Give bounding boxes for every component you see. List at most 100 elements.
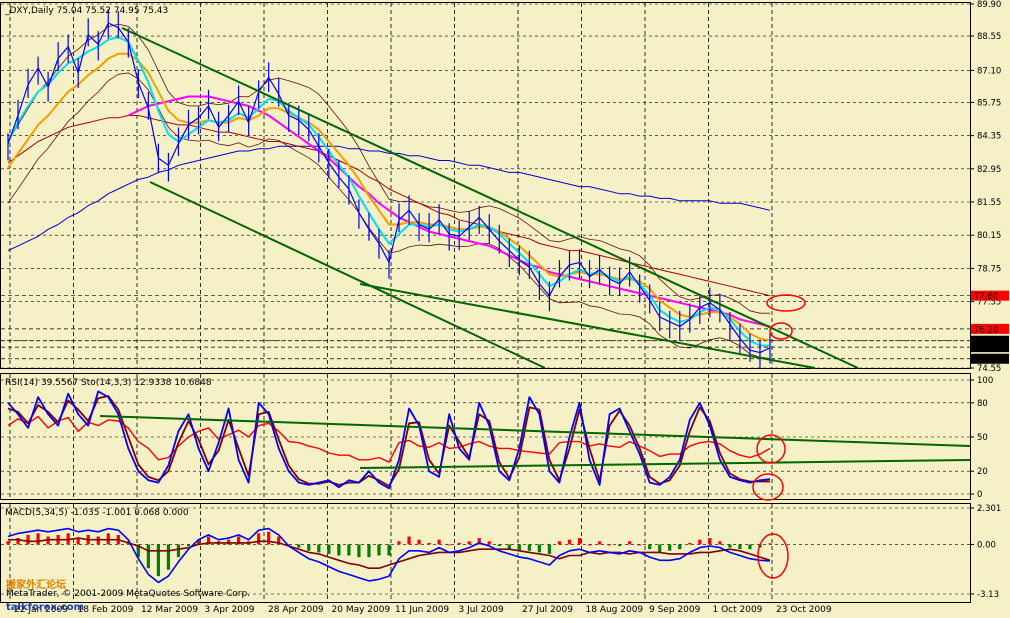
time-tick-label: 12 Mar 2009 [141, 605, 198, 615]
macd-bar [557, 541, 562, 545]
macd-bar [66, 533, 70, 545]
macd-bar [367, 544, 371, 558]
macd-bar [728, 544, 732, 548]
macd-bar [317, 544, 321, 553]
macd-bar [307, 544, 311, 551]
time-tick-label: 1 Oct 2009 [713, 605, 763, 615]
ema-fast-line [7, 36, 770, 347]
macd-bar [718, 541, 722, 545]
macd-bar [698, 539, 702, 545]
sma-200-line [7, 145, 771, 252]
macd-bar [587, 544, 592, 546]
price-axis[interactable]: 89.90 88.55 87.10 85.75 84.35 82.95 81.55 80.15… [970, 0, 1009, 600]
macd-bar [16, 538, 20, 545]
macd-bar [186, 544, 191, 547]
price-tick-label: 80 [977, 399, 988, 409]
macd-circle [757, 533, 789, 579]
main-pane-frame [0, 2, 971, 369]
time-tick-label: 23 Oct 2009 [776, 605, 832, 615]
macd-bar [567, 539, 572, 545]
sma-100-line [7, 115, 771, 297]
level-label: 77.60 [974, 292, 998, 302]
indicator-lines [7, 9, 771, 584]
time-axis[interactable]: 22 Jan 2009 18 Feb 2009 12 Mar 2009 3 Apr 2… [14, 605, 832, 615]
macd-bar [387, 544, 391, 556]
time-tick-label: 27 Jul 2009 [522, 605, 573, 615]
macd-bar [547, 544, 552, 554]
stoch-circle [752, 473, 784, 501]
macd-bar [407, 536, 411, 545]
price-tick-label: 100 [977, 376, 993, 386]
macd-bar [537, 544, 541, 553]
ema-mid-line [7, 52, 771, 342]
macd-bar [708, 538, 712, 545]
macd-line [7, 527, 771, 584]
chinese-watermark: 搬家外汇论坛 [6, 578, 66, 591]
price-tick-label: 20 [977, 467, 988, 477]
time-tick-label: 20 May 2009 [332, 605, 391, 615]
vertical-grid [9, 3, 773, 602]
support-trendline [359, 283, 816, 369]
macd-bar [377, 544, 381, 556]
price-tick-label: 0 [977, 490, 982, 500]
macd-bar [577, 538, 582, 545]
rsi-pane-frame [0, 373, 971, 500]
macd-bar [658, 544, 662, 553]
price-line [7, 22, 771, 354]
macd-bar [748, 544, 752, 550]
macd-bar [347, 544, 351, 556]
macd-bar [36, 533, 40, 545]
macd-bar [618, 544, 622, 547]
macd-bar [26, 534, 30, 545]
macd-bar [357, 544, 361, 558]
annotations [99, 27, 971, 579]
price-tick-label: -3.13 [977, 590, 999, 600]
price-tick-label: 89.90 [977, 0, 1001, 10]
price-tick-label: 82.95 [977, 165, 1001, 175]
rsi-circle [756, 434, 786, 464]
time-tick-label: 18 Aug 2009 [586, 605, 644, 615]
macd-bar [527, 544, 531, 551]
price-tick-label: 88.55 [977, 32, 1001, 42]
macd-bar [136, 544, 140, 558]
macd-bar [738, 544, 742, 550]
macd-bar [628, 541, 632, 545]
price-tick-label: 80.15 [977, 231, 1001, 241]
price-tick-label: 78.75 [977, 264, 1001, 274]
macd-bar [327, 544, 331, 554]
macd-indicator-label: MACD(5,34,5) -1.035 -1.001 0.068 0.000 [5, 508, 189, 518]
channel-upper-trendline [121, 27, 859, 369]
price-tick-label: 87.10 [977, 66, 1001, 76]
macd-bar [768, 543, 772, 545]
macd-bar [146, 544, 150, 569]
macd-bar [427, 542, 431, 545]
macd-bar [477, 538, 481, 545]
price-tick-label: 0.00 [977, 540, 996, 550]
level-label-box [971, 290, 1009, 301]
macd-signal-line [8, 537, 771, 569]
macd-bar [6, 541, 10, 545]
macd-pane-frame [0, 503, 971, 603]
price-tick-label: 84.35 [977, 132, 1001, 142]
time-tick-label: 3 Apr 2009 [205, 605, 255, 615]
macd-bar [417, 539, 421, 545]
rsi-indicator-label: RSI(14) 39.5567 Sto(14,3,3) 12.9338 10.6… [5, 378, 212, 388]
level-label: 76.20 [974, 325, 998, 335]
macd-bar [497, 544, 501, 547]
bollinger-upper [7, 23, 770, 314]
horizontal-grid [1, 3, 970, 595]
macd-bar [437, 539, 441, 545]
time-tick-label: 28 Apr 2009 [268, 605, 324, 615]
macd-bar [176, 544, 181, 558]
macd-bar [226, 539, 231, 545]
rsi-lower-trendline [359, 459, 971, 469]
main-indicator-label: _DXY,Daily 75.04 75.52 74.95 75.43 [4, 6, 168, 16]
macd-bar [106, 533, 110, 545]
macd-bar [688, 542, 692, 545]
macd-bar [196, 539, 201, 545]
level-label-box [971, 342, 1009, 353]
macd-bar [156, 544, 160, 577]
macd-bar [648, 544, 652, 550]
macd-bar [337, 544, 341, 556]
